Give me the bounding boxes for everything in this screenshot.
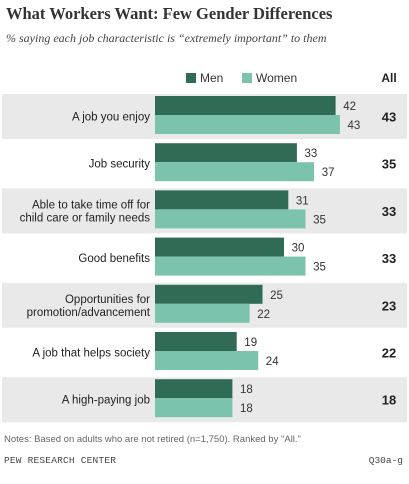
all-value: 33 (382, 204, 396, 219)
all-value: 33 (382, 251, 396, 266)
legend-label-men: Men (200, 71, 223, 85)
bar-men (155, 96, 336, 115)
data-label-men: 42 (343, 101, 356, 113)
category-label: promotion/advancement (27, 307, 151, 319)
data-label-women: 35 (313, 262, 326, 274)
bar-men (155, 285, 263, 304)
bar-women (155, 304, 250, 323)
all-value: 18 (382, 393, 396, 408)
bar-chart: Men Women All 42 43 A job you enjoy 43 33 37 Job … (0, 0, 409, 434)
category-label: Opportunities for (65, 294, 150, 306)
data-label-men: 31 (296, 195, 309, 207)
legend-swatch-men (186, 73, 196, 83)
category-label: A job that helps society (32, 348, 150, 360)
bar-women (155, 257, 306, 276)
chart-notes: Notes: Based on adults who are not retir… (4, 434, 301, 445)
data-label-women: 37 (322, 167, 335, 179)
data-label-men: 18 (240, 384, 253, 396)
bar-men (155, 143, 297, 162)
question-id: Q30a-g (369, 455, 403, 466)
data-label-men: 19 (244, 337, 257, 349)
bar-women (155, 398, 232, 417)
data-label-men: 30 (292, 243, 305, 255)
all-value: 22 (382, 346, 396, 361)
bar-men (155, 238, 284, 257)
category-label: Job security (89, 159, 151, 171)
data-label-women: 24 (266, 356, 279, 368)
data-label-women: 35 (313, 214, 326, 226)
bar-women (155, 351, 258, 370)
category-label: A high-paying job (62, 395, 150, 407)
bar-women (155, 162, 314, 181)
category-label: Able to take time off for (32, 199, 150, 211)
all-value: 23 (382, 298, 396, 313)
all-value: 43 (382, 110, 396, 125)
category-label: child care or family needs (20, 212, 151, 224)
legend-swatch-women (242, 73, 252, 83)
data-label-women: 22 (257, 309, 270, 321)
all-column-header: All (381, 71, 396, 85)
data-label-men: 33 (305, 148, 318, 160)
bar-men (155, 379, 232, 398)
category-label: A job you enjoy (72, 112, 150, 124)
data-label-women: 18 (240, 403, 253, 415)
bar-men (155, 332, 237, 351)
data-label-men: 25 (270, 290, 283, 302)
data-label-women: 43 (348, 120, 361, 132)
source-label: PEW RESEARCH CENTER (4, 455, 116, 466)
legend-label-women: Women (256, 71, 297, 85)
all-value: 35 (382, 157, 396, 172)
bar-women (155, 209, 306, 228)
category-label: Good benefits (78, 253, 150, 265)
bar-women (155, 115, 340, 134)
bar-men (155, 190, 288, 209)
